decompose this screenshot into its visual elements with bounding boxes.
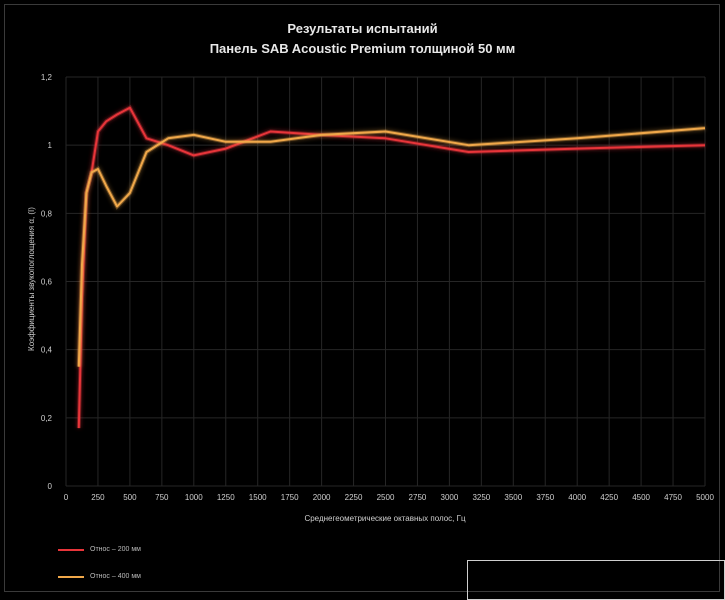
x-tick-label: 750 bbox=[155, 493, 169, 502]
x-axis-label: Среднегеометрические октавных полос, Гц bbox=[304, 514, 465, 523]
legend-swatch-200 bbox=[58, 548, 84, 551]
chart-title: Результаты испытаний bbox=[287, 21, 438, 36]
y-tick-label: 0,2 bbox=[41, 414, 53, 423]
y-tick-label: 0 bbox=[48, 482, 53, 491]
x-tick-label: 2250 bbox=[345, 493, 363, 502]
series-lines bbox=[76, 105, 706, 429]
x-tick-label: 1250 bbox=[217, 493, 235, 502]
x-tick-label: 500 bbox=[123, 493, 137, 502]
x-tick-label: 1000 bbox=[185, 493, 203, 502]
x-tick-label: 4500 bbox=[632, 493, 650, 502]
y-tick-label: 1,2 bbox=[41, 73, 53, 82]
x-tick-label: 3750 bbox=[536, 493, 554, 502]
legend-label-400: Относ – 400 мм bbox=[90, 573, 141, 580]
x-tick-label: 4250 bbox=[600, 493, 618, 502]
series-line-0 bbox=[77, 106, 706, 429]
y-tick-label: 0,4 bbox=[41, 346, 53, 355]
legend-swatch-400 bbox=[58, 575, 84, 578]
y-tick-labels: 0 0,2 0,4 0,6 0,8 1 1,2 bbox=[41, 73, 53, 491]
y-tick-label: 0,8 bbox=[41, 209, 53, 218]
x-tick-label: 4750 bbox=[664, 493, 682, 502]
x-tick-label: 3250 bbox=[472, 493, 490, 502]
chart-subtitle: Панель SAB Acoustic Premium толщиной 50 … bbox=[209, 41, 516, 56]
x-tick-label: 250 bbox=[91, 493, 105, 502]
inset-box bbox=[467, 560, 725, 600]
y-axis-label: Коэффициенты звукопоглощения α, (I) bbox=[27, 207, 36, 351]
series-line-glow-0 bbox=[76, 105, 706, 429]
x-tick-label: 2500 bbox=[377, 493, 395, 502]
x-tick-label: 2750 bbox=[409, 493, 427, 502]
chart-frame bbox=[4, 4, 720, 592]
y-tick-label: 0,6 bbox=[41, 278, 53, 287]
x-tick-label: 1750 bbox=[281, 493, 299, 502]
x-tick-label: 3000 bbox=[441, 493, 459, 502]
x-tick-label: 4000 bbox=[568, 493, 586, 502]
legend-label-200: Относ – 200 мм bbox=[90, 546, 141, 553]
legend-item-200: Относ – 200 мм bbox=[58, 546, 141, 553]
x-tick-label: 1500 bbox=[249, 493, 267, 502]
x-tick-label: 3500 bbox=[504, 493, 522, 502]
legend-item-400: Относ – 400 мм bbox=[58, 573, 141, 580]
series-line-1 bbox=[77, 127, 706, 367]
x-tick-label: 2000 bbox=[313, 493, 331, 502]
x-tick-label: 5000 bbox=[696, 493, 714, 502]
x-tick-label: 0 bbox=[64, 493, 69, 502]
series-line-glow-1 bbox=[76, 126, 706, 367]
x-tick-labels: 0 250 500 750 1000 1250 1500 1750 2000 2250 2500 27… bbox=[64, 493, 715, 502]
y-tick-label: 1 bbox=[48, 141, 53, 150]
